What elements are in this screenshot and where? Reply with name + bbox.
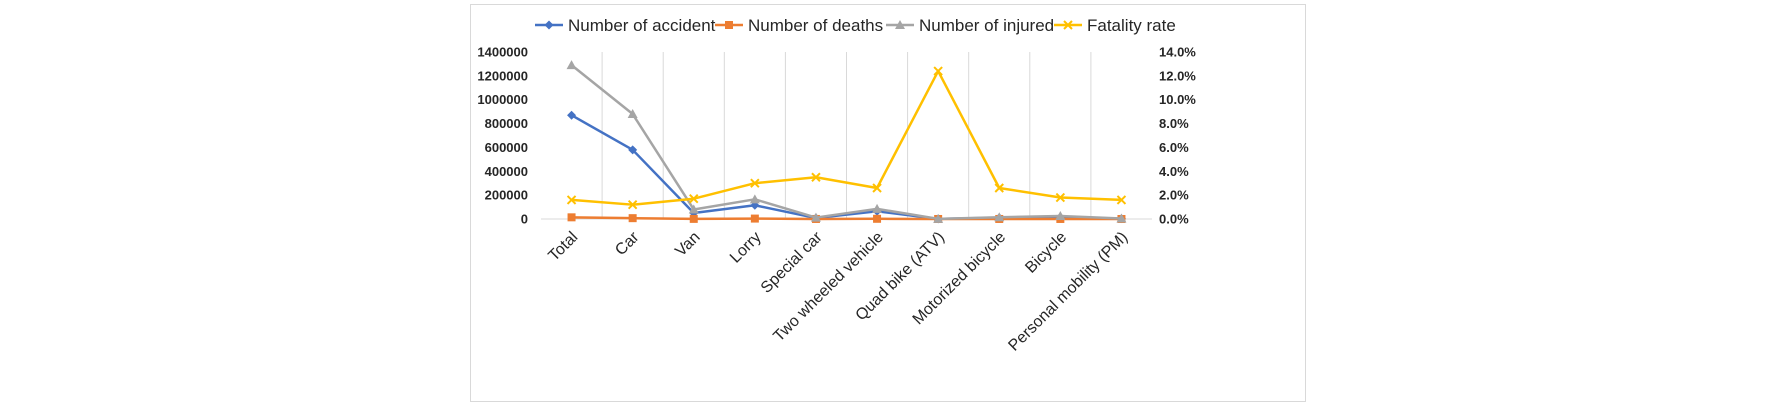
data-point (1116, 195, 1127, 205)
x-tick-label: Two wheeled vehicle (770, 229, 886, 345)
series-fatality-rate (566, 66, 1127, 210)
data-point (566, 195, 577, 205)
data-point (873, 214, 882, 223)
data-point (811, 172, 821, 182)
chart-frame: 0 200000 400000 600000 800000 1000000 1200000 1… (470, 4, 1306, 402)
data-point (566, 60, 577, 70)
series-line-fatality-rate (571, 69, 1122, 206)
data-point (749, 194, 760, 204)
legend-marker (544, 20, 554, 30)
series-line-number-of-injured (570, 64, 1122, 221)
x-tick-label: Car (612, 228, 643, 259)
series-layer (566, 60, 1127, 224)
data-point (810, 212, 821, 222)
legend-label: Number of injured (919, 16, 1054, 35)
data-point (994, 212, 1005, 222)
data-point (933, 213, 944, 223)
series-line-number-of-deaths (571, 216, 1122, 221)
data-point (628, 145, 638, 155)
legend-label: Fatality rate (1087, 16, 1176, 35)
right-tick-label: 4.0% (1159, 164, 1189, 179)
right-tick-label: 2.0% (1159, 188, 1189, 203)
legend-item-number-of-accident: Number of accident (535, 16, 716, 35)
x-tick-label: Personal mobility (PM) (1005, 229, 1131, 355)
data-point (628, 214, 637, 223)
legend-label: Number of deaths (748, 16, 883, 35)
series-number-of-injured (566, 60, 1127, 223)
data-point (872, 203, 883, 213)
data-point (627, 199, 638, 210)
left-tick-label: 0 (521, 212, 528, 227)
legend-item-number-of-injured: Number of injured (886, 16, 1054, 35)
data-point (688, 204, 699, 214)
data-point (1055, 211, 1066, 221)
data-point (1116, 213, 1127, 223)
left-tick-label: 200000 (485, 188, 528, 203)
left-tick-label: 1400000 (477, 45, 528, 60)
left-tick-label: 1000000 (477, 92, 528, 107)
data-point (994, 183, 1004, 193)
x-tick-label: Total (545, 229, 581, 265)
left-tick-label: 600000 (485, 140, 528, 155)
right-tick-label: 10.0% (1159, 92, 1196, 107)
left-tick-label: 800000 (485, 116, 528, 131)
data-point (933, 66, 943, 76)
legend-label: Number of accident (568, 16, 716, 35)
right-tick-label: 0.0% (1159, 212, 1189, 227)
x-tick-label: Bicycle (1022, 229, 1070, 277)
data-point (872, 183, 882, 193)
legend-item-fatality-rate: Fatality rate (1054, 16, 1176, 35)
right-tick-label: 6.0% (1159, 140, 1189, 155)
x-tick-label: Lorry (727, 229, 765, 267)
line-chart: 0 200000 400000 600000 800000 1000000 1200000 1… (477, 16, 1196, 355)
legend-item-number-of-deaths: Number of deaths (715, 16, 883, 35)
data-point (567, 110, 577, 120)
vertical-gridlines (601, 52, 1092, 219)
legend-marker (725, 21, 733, 29)
right-tick-label: 12.0% (1159, 68, 1196, 83)
legend: Number of accident Number of deaths Number… (535, 16, 1176, 35)
legend-marker (895, 20, 905, 29)
legend-marker (1063, 20, 1073, 30)
data-point (689, 214, 698, 223)
data-point (627, 109, 638, 119)
left-y-axis: 0 200000 400000 600000 800000 1000000 1200000 1… (477, 45, 528, 227)
left-tick-label: 400000 (485, 164, 528, 179)
data-point (689, 194, 699, 204)
data-point (1055, 192, 1066, 203)
data-point (567, 213, 576, 222)
data-point (750, 178, 760, 188)
x-tick-label: Van (672, 229, 703, 260)
right-y-axis: 0.0% 2.0% 4.0% 6.0% 8.0% 10.0% 12.0% 14.0% (1159, 45, 1196, 227)
right-tick-label: 8.0% (1159, 116, 1189, 131)
left-tick-label: 1200000 (477, 68, 528, 83)
right-tick-label: 14.0% (1159, 45, 1196, 60)
data-point (750, 214, 759, 223)
